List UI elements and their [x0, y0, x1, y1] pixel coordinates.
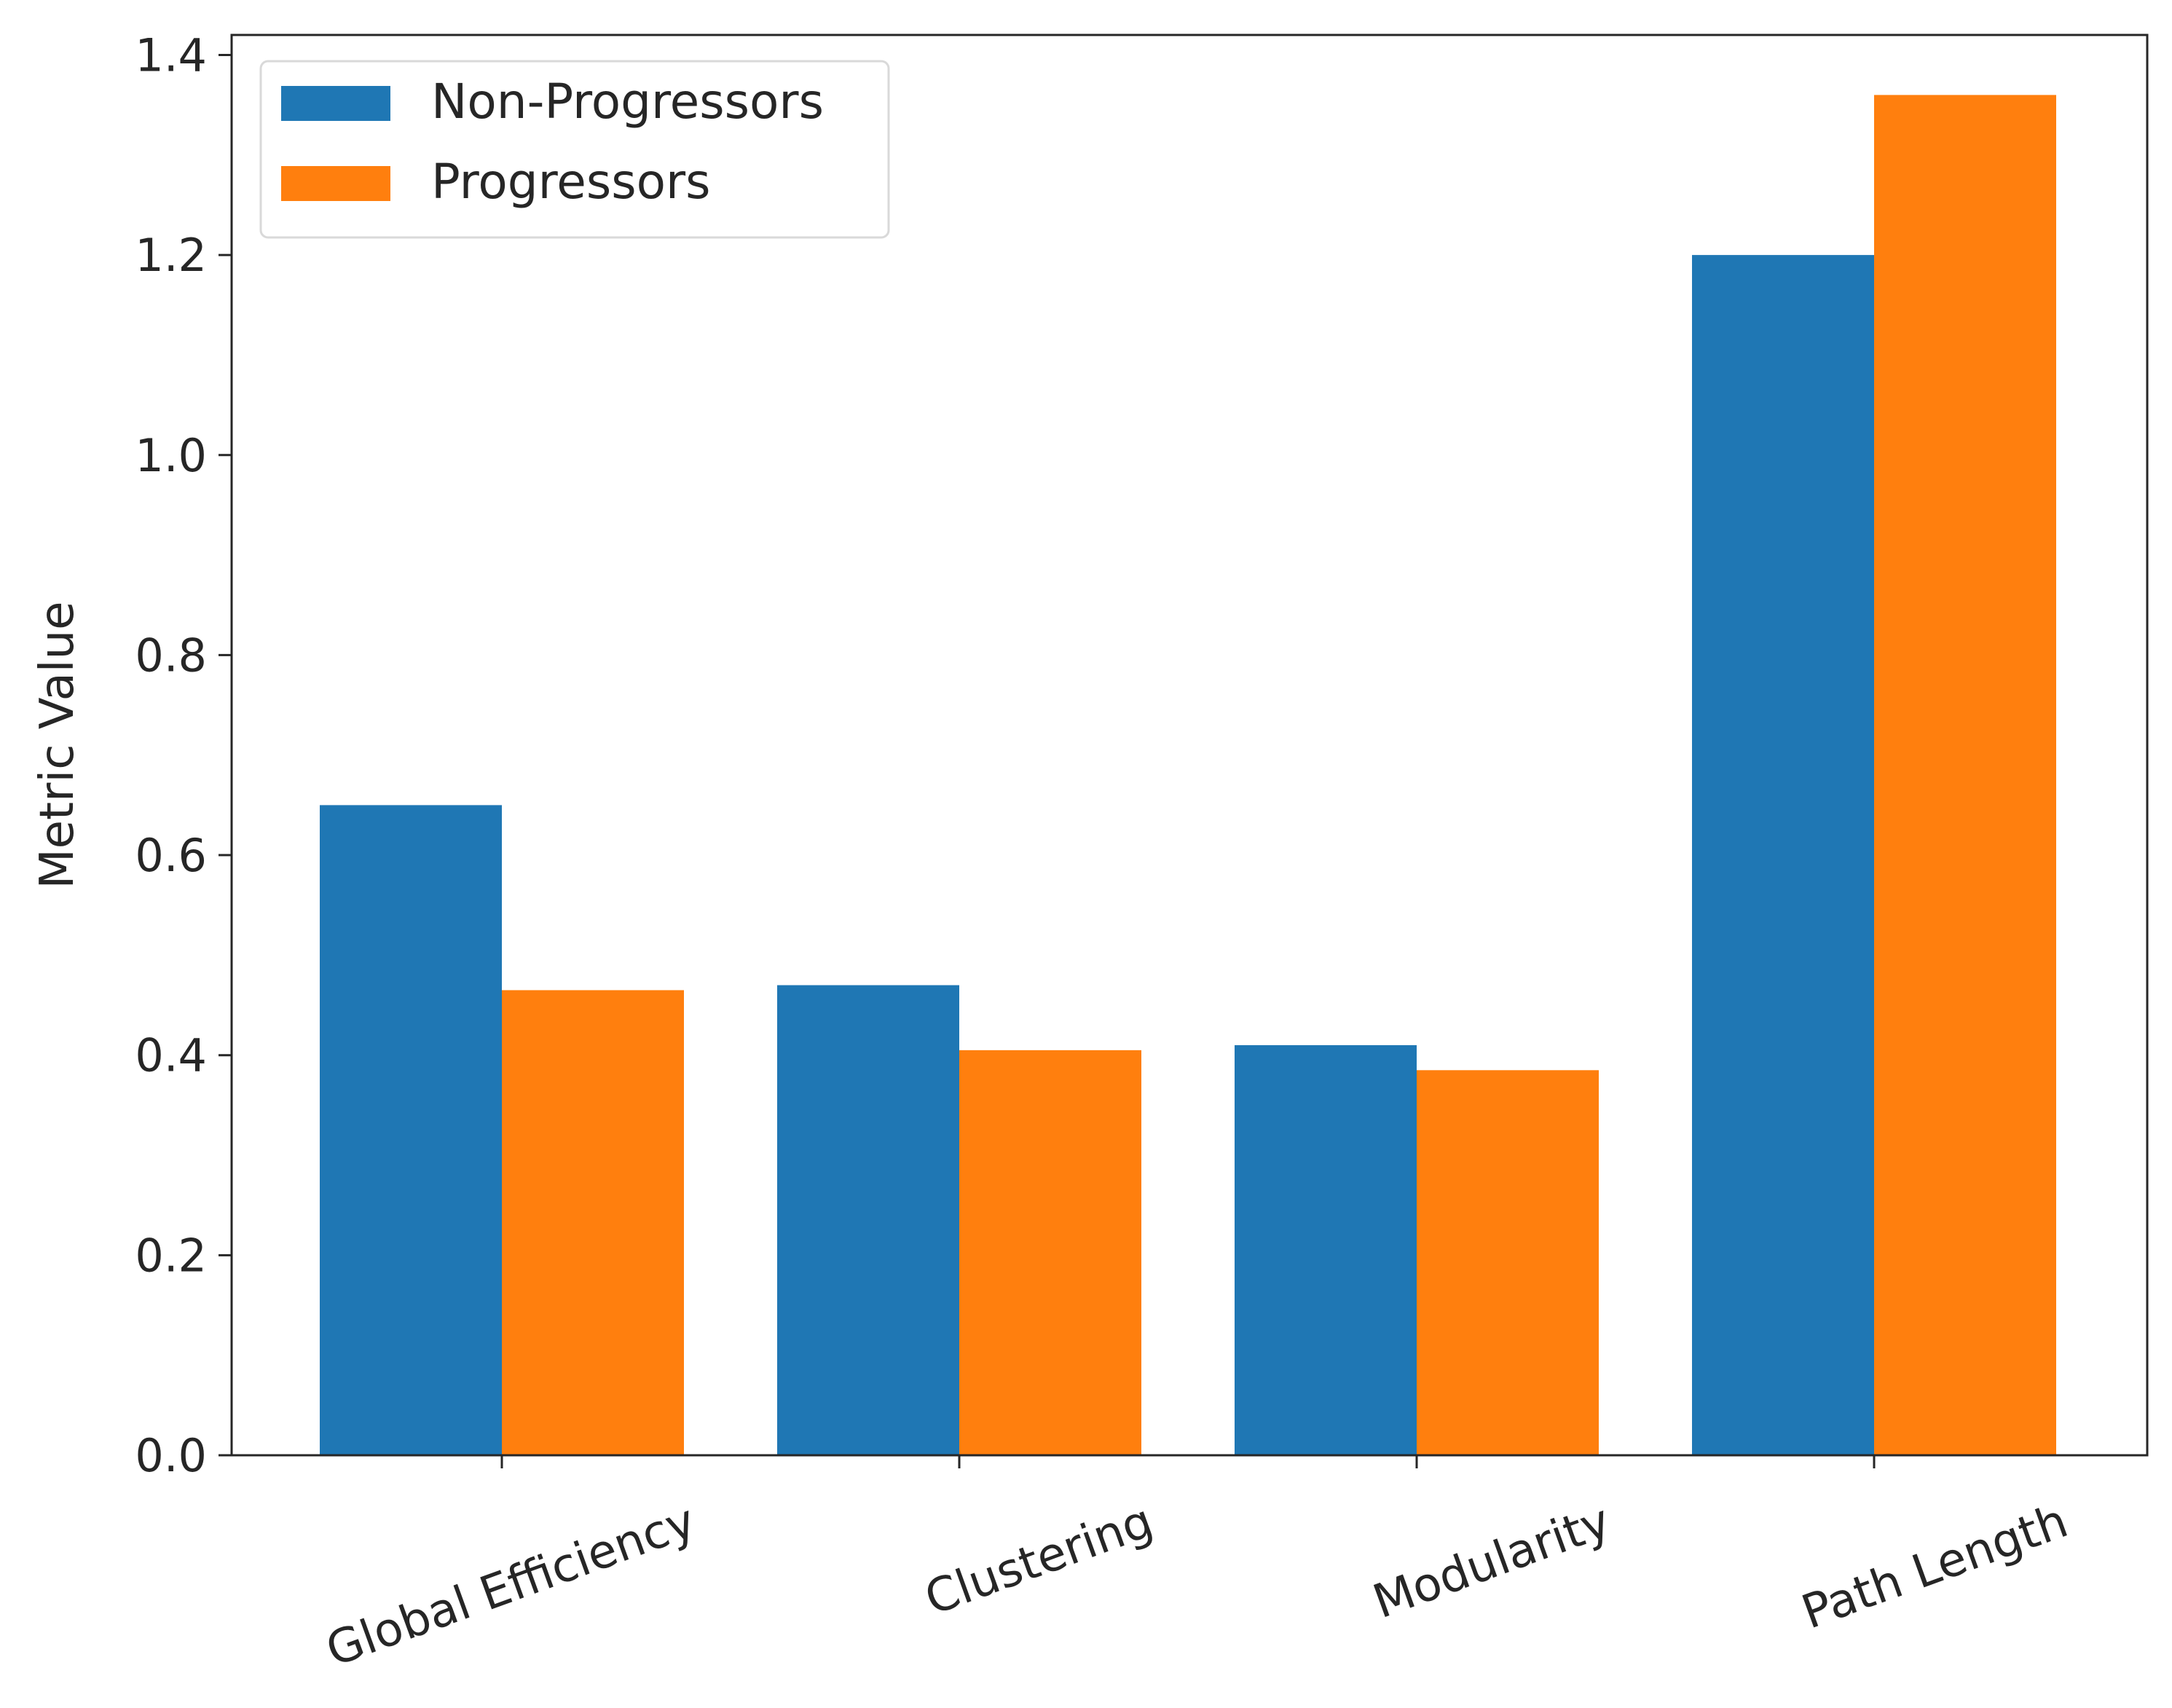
y-tick-label: 1.2: [135, 229, 207, 282]
bar-non-progressors-global-efficiency: [320, 805, 502, 1455]
y-tick-label: 0.2: [135, 1229, 207, 1282]
y-tick-label: 1.4: [135, 28, 207, 82]
legend-swatch-non-progressors: [281, 86, 390, 121]
legend-swatch-progressors: [281, 166, 390, 201]
legend-box: [259, 60, 890, 239]
x-tick-label: Path Length: [1795, 1494, 2074, 1640]
bar-non-progressors-path-length: [1692, 255, 1874, 1455]
y-tick-label: 0.0: [135, 1429, 207, 1482]
bar-progressors-modularity: [1417, 1070, 1599, 1455]
legend-label-non-progressors: Non-Progressors: [431, 74, 824, 130]
y-tick-label: 1.0: [135, 429, 207, 482]
y-axis-label: Metric Value: [31, 601, 84, 889]
y-axis: 0.0 0.2 0.4 0.6 0.8 1.0 1.2 1.4: [135, 28, 232, 1482]
bars-layer: [320, 95, 2056, 1455]
y-tick-label: 0.6: [135, 829, 207, 882]
x-tick-label: Modularity: [1366, 1494, 1617, 1629]
x-axis: Global Efficiency Clustering Modularity Pat…: [320, 1455, 2074, 1677]
bar-non-progressors-clustering: [777, 985, 959, 1455]
bar-non-progressors-modularity: [1235, 1044, 1417, 1455]
legend-label-progressors: Progressors: [431, 154, 711, 210]
bar-progressors-global-efficiency: [502, 990, 684, 1455]
y-tick-label: 0.4: [135, 1029, 207, 1082]
x-tick-label: Clustering: [918, 1494, 1160, 1626]
bar-progressors-path-length: [1874, 95, 2056, 1455]
y-tick-label: 0.8: [135, 629, 207, 682]
bar-progressors-clustering: [959, 1050, 1141, 1455]
plot-frame: [230, 34, 2149, 1457]
legend: Non-Progressors Progressors: [259, 60, 890, 239]
x-tick-label: Global Efficiency: [320, 1494, 703, 1677]
